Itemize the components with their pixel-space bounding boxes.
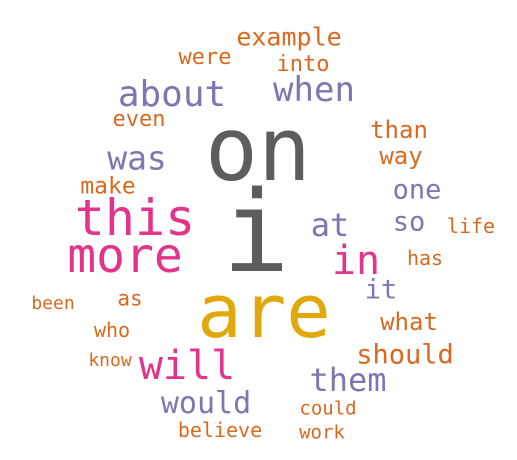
word-were: were [178,45,232,70]
word-will: will [138,343,236,389]
word-at: at [310,206,350,244]
word-could: could [299,397,357,420]
word-this: this [74,189,196,247]
word-when: when [273,70,355,110]
word-as: as [117,286,143,311]
word-about: about [117,74,227,115]
word-than: than [370,116,428,144]
word-even: even [112,107,166,132]
word-has: has [406,246,444,270]
word-should: should [356,339,454,371]
word-one: one [392,174,442,206]
word-way: way [379,142,423,170]
word-are: are [197,269,331,355]
word-who: who [93,318,131,342]
word-more: more [67,228,183,284]
word-was: was [107,138,167,178]
word-life: life [446,214,496,238]
word-believe: believe [177,418,263,442]
word-into: into [276,52,330,77]
word-so: so [392,206,426,238]
word-make: make [80,173,136,200]
word-in: in [331,238,381,284]
word-been: been [31,293,75,314]
word-on: on [205,98,311,201]
word-them: them [309,361,387,399]
word-know: know [88,350,132,371]
word-i: i [222,168,290,298]
word-what: what [380,308,438,336]
word-it: it [364,274,398,306]
word-work: work [299,421,345,444]
word-example: example [236,22,342,52]
word-would: would [160,386,252,421]
